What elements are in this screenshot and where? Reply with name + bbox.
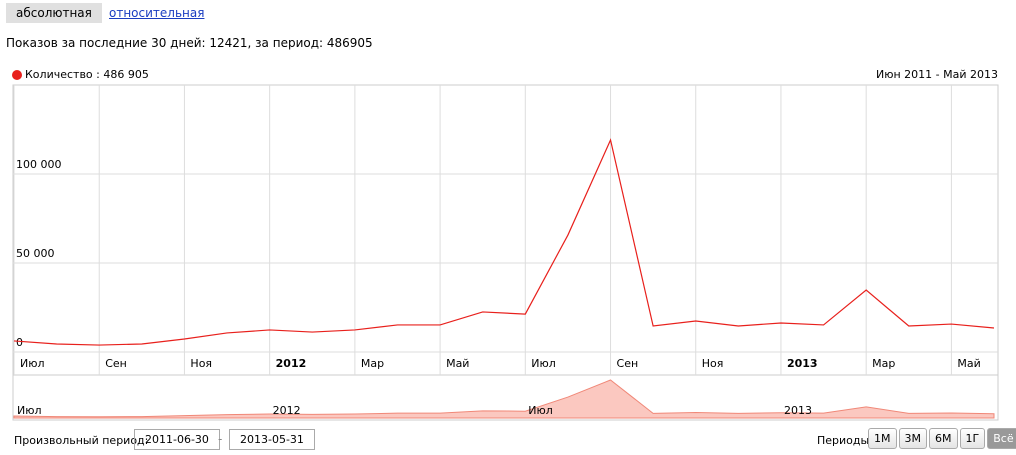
y-tick-label: 50 000 (16, 247, 55, 260)
y-tick-label: 0 (16, 336, 23, 349)
x-tick-label: Июл (20, 357, 45, 370)
period-button[interactable]: 1М (868, 428, 897, 449)
navigator-area (13, 379, 995, 419)
period-button[interactable]: 1Г (959, 428, 986, 449)
period-buttons: 1М 3М 6М 1Г Всё (866, 428, 1016, 449)
legend-marker (12, 70, 22, 80)
x-tick-label: 2013 (787, 357, 818, 370)
x-tick-label: Мар (872, 357, 895, 370)
period-button[interactable]: 6М (929, 428, 958, 449)
y-tick-label: 100 000 (16, 158, 62, 171)
data-line (13, 138, 995, 346)
custom-period-label: Произвольный период: (14, 434, 149, 447)
x-tick-label: Май (446, 357, 469, 370)
period-button[interactable]: 3М (898, 428, 927, 449)
dash: - (218, 432, 223, 446)
x-tick-label: Сен (617, 357, 639, 370)
legend-text: Количество : 486 905 (25, 68, 149, 81)
x-tick-label: 2012 (276, 357, 307, 370)
chart: Количество : 486 905 Июн 2011 - Май 2013… (12, 68, 999, 421)
range-label: Июн 2011 - Май 2013 (876, 68, 998, 81)
x-tick-label: Ноя (702, 357, 724, 370)
x-tick-label: Ноя (190, 357, 212, 370)
x-tick-label: Мар (361, 357, 384, 370)
periods-label: Периоды: (817, 434, 873, 447)
x-tick-label: Июл (531, 357, 556, 370)
tab-link[interactable]: относительная (109, 6, 205, 20)
navigator-label: 2013 (784, 404, 812, 417)
x-tick-label: Май (957, 357, 980, 370)
tab-active[interactable]: абсолютная (6, 3, 102, 23)
navigator-label: Июл (17, 404, 42, 417)
summary: Показов за последние 30 дней: 12421, за … (6, 36, 373, 50)
date-from[interactable]: 2011-06-30 (134, 429, 220, 450)
navigator-label: Июл (528, 404, 553, 417)
plot-frame (12, 84, 999, 376)
date-to[interactable]: 2013-05-31 (229, 429, 315, 450)
period-button[interactable]: Всё (987, 428, 1016, 449)
navigator-label: 2012 (273, 404, 301, 417)
x-tick-label: Сен (105, 357, 127, 370)
